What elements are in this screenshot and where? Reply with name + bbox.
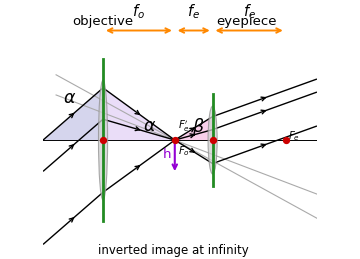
Text: $F_e'$: $F_e'$ bbox=[178, 118, 190, 134]
Text: $f_o$: $f_o$ bbox=[132, 3, 145, 21]
Text: h: h bbox=[162, 148, 171, 161]
Ellipse shape bbox=[208, 106, 217, 174]
Point bbox=[283, 138, 288, 142]
Text: objective: objective bbox=[72, 15, 134, 28]
Text: $\beta$: $\beta$ bbox=[192, 116, 204, 138]
Point bbox=[210, 138, 216, 142]
Point bbox=[172, 138, 178, 142]
Text: $f_e$: $f_e$ bbox=[243, 3, 256, 21]
Point bbox=[100, 138, 106, 142]
Text: inverted image at infinity: inverted image at infinity bbox=[98, 244, 249, 257]
Polygon shape bbox=[103, 88, 175, 140]
Text: $f_e$: $f_e$ bbox=[187, 3, 200, 21]
Text: $F_o$: $F_o$ bbox=[178, 144, 190, 158]
Text: $F_e$: $F_e$ bbox=[288, 129, 300, 143]
Text: eyepiece: eyepiece bbox=[216, 15, 277, 28]
Text: $\alpha$: $\alpha$ bbox=[143, 117, 157, 135]
Polygon shape bbox=[43, 88, 103, 140]
Polygon shape bbox=[175, 117, 213, 140]
Text: $\alpha$: $\alpha$ bbox=[63, 89, 76, 107]
Ellipse shape bbox=[99, 80, 108, 200]
